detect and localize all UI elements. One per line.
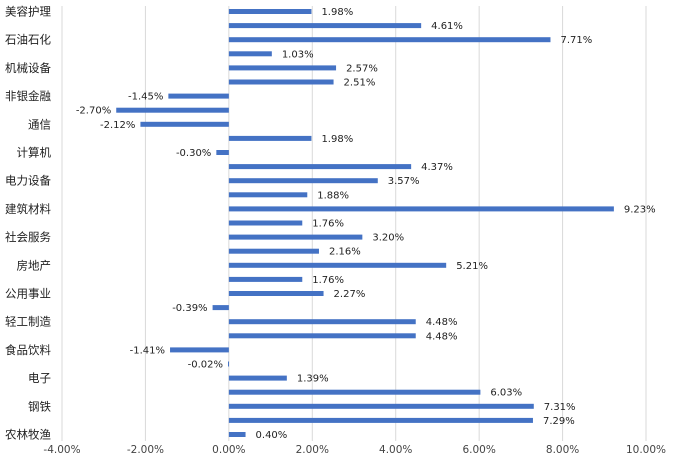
category-labels: 美容护理石油石化机械设备非银金融通信计算机电力设备建筑材料社会服务房地产公用事业…: [5, 5, 51, 442]
data-label: 1.88%: [317, 190, 349, 201]
data-label: 1.76%: [312, 219, 344, 230]
bar: [228, 319, 416, 325]
bar: [228, 79, 334, 85]
bar: [228, 361, 230, 367]
bar: [228, 276, 303, 282]
x-tick-label: -4.00%: [43, 444, 80, 456]
data-label: 7.71%: [560, 35, 592, 46]
data-label: 2.16%: [329, 247, 361, 258]
data-label: 2.57%: [346, 63, 378, 74]
bar: [228, 220, 303, 226]
bar: [228, 262, 447, 268]
bar: [168, 93, 229, 99]
bar: [228, 234, 363, 240]
category-label: 计算机: [17, 146, 52, 160]
data-label: 1.98%: [321, 7, 353, 18]
bar: [216, 150, 229, 155]
x-tick-label: 2.00%: [296, 444, 329, 456]
data-label: 1.39%: [297, 374, 329, 385]
data-label: 9.23%: [624, 204, 656, 215]
data-label: 3.20%: [372, 233, 404, 244]
x-tick-label: 6.00%: [462, 444, 495, 456]
bar: [228, 375, 287, 381]
x-tick-label: 4.00%: [379, 444, 412, 456]
data-label: 6.03%: [490, 388, 522, 399]
data-labels: 1.98% 4.61% 7.71% 1.03% 2.57% 2.51% -1.45% -2.7…: [76, 7, 656, 441]
bar: [228, 192, 308, 198]
data-label: 4.61%: [431, 21, 463, 32]
category-label: 通信: [28, 117, 51, 131]
data-label: 1.98%: [321, 134, 353, 145]
bar: [228, 333, 416, 339]
category-label: 建筑材料: [5, 202, 51, 216]
category-label: 食品饮料: [5, 343, 51, 357]
bar: [228, 37, 551, 43]
category-label: 房地产: [17, 258, 52, 272]
data-label: -0.30%: [176, 148, 211, 159]
data-label: -0.02%: [188, 360, 223, 371]
bar: [228, 248, 319, 254]
data-label: 2.51%: [344, 78, 376, 89]
x-tick-label: 10.00%: [626, 444, 666, 456]
category-label: 公用事业: [5, 287, 51, 301]
bar: [228, 135, 312, 141]
bar: [170, 347, 229, 353]
bar: [228, 9, 312, 14]
category-label: 社会服务: [5, 230, 51, 244]
bar: [228, 291, 324, 296]
data-label: 0.40%: [256, 430, 288, 441]
x-tick-label: 8.00%: [546, 444, 579, 456]
bar: [228, 51, 272, 57]
bar: [140, 121, 229, 127]
bar: [228, 164, 412, 170]
data-label: 1.76%: [312, 275, 344, 286]
bar: [228, 417, 533, 423]
category-label: 轻工制造: [5, 315, 51, 329]
data-label: 7.31%: [544, 402, 576, 413]
bar: [228, 389, 481, 395]
data-label: 4.48%: [426, 317, 458, 328]
data-label: 3.57%: [388, 176, 420, 187]
bar: [228, 206, 614, 212]
bar: [116, 107, 229, 113]
category-label: 美容护理: [5, 5, 51, 19]
category-label: 非银金融: [5, 89, 51, 103]
x-axis-ticks: -4.00% -2.00% 0.00% 2.00% 4.00% 6.00% 8.00% 10.…: [43, 444, 666, 456]
data-label: -1.41%: [130, 345, 165, 356]
x-tick-label: -2.00%: [127, 444, 164, 456]
data-label: -1.45%: [128, 92, 163, 103]
data-label: 1.03%: [282, 49, 314, 60]
bar: [212, 305, 229, 311]
data-label: 7.29%: [543, 416, 575, 427]
data-label: -2.12%: [100, 120, 135, 131]
data-label: 5.21%: [456, 261, 488, 272]
data-label: -0.39%: [172, 303, 207, 314]
data-label: 4.48%: [426, 331, 458, 342]
data-label: 4.37%: [421, 162, 453, 173]
data-label: -2.70%: [76, 106, 111, 117]
bar: [228, 403, 534, 409]
x-tick-label: 0.00%: [212, 444, 245, 456]
data-label: 2.27%: [334, 289, 366, 300]
category-label: 钢铁: [28, 399, 51, 413]
category-label: 农林牧渔: [5, 428, 51, 442]
bar: [228, 23, 422, 29]
category-label: 电力设备: [5, 174, 51, 188]
category-label: 石油石化: [5, 33, 51, 47]
bars: [116, 9, 614, 437]
category-label: 电子: [28, 371, 51, 385]
bar: [228, 65, 337, 71]
bar: [228, 178, 378, 184]
category-label: 机械设备: [5, 61, 51, 75]
bar: [228, 432, 246, 437]
